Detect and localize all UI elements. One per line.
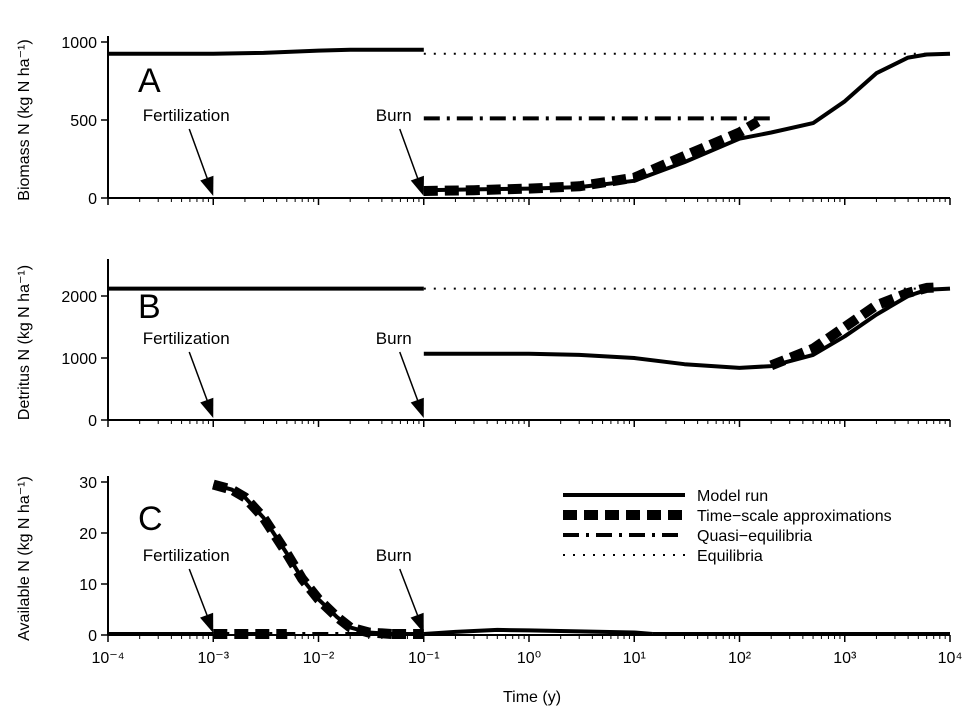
burn-label: Burn	[376, 329, 412, 348]
x-tick-label: 10⁴	[938, 650, 963, 667]
annotation-arrow-shaft	[399, 128, 421, 185]
burn-label: Burn	[376, 546, 412, 565]
x-tick-label: 10⁻³	[197, 650, 229, 667]
legend-label: Quasi−equilibria	[697, 528, 812, 545]
legend-label: Time−scale approximations	[697, 508, 892, 525]
annotation-arrow-shaft	[188, 128, 210, 185]
model-run-line	[423, 51, 951, 193]
annotation-arrow-head	[410, 397, 424, 418]
panel-c-labels: Available N (kg N ha⁻¹) C Fertilization Bur…	[16, 476, 424, 641]
burn-label: Burn	[376, 106, 412, 125]
y-tick-label: 1000	[61, 351, 97, 368]
panel-letter: C	[138, 500, 163, 538]
panel-b-axes: 0 1000 2000	[61, 259, 951, 430]
panel-b-lines	[108, 282, 951, 371]
model-run-line	[423, 286, 951, 370]
y-axis-label: Detritus N (kg N ha⁻¹)	[16, 265, 33, 420]
x-tick-label: 10¹	[623, 650, 646, 667]
legend-label: Model run	[697, 488, 768, 505]
y-axis-label: Available N (kg N ha⁻¹)	[16, 476, 33, 641]
time-scale-approx-line	[211, 479, 393, 639]
panel-letter: B	[138, 288, 161, 326]
y-axis-label: Biomass N (kg N ha⁻¹)	[16, 39, 33, 200]
x-tick-label: 10⁻¹	[408, 650, 440, 667]
fertilization-label: Fertilization	[143, 329, 230, 348]
annotation-arrow-shaft	[399, 351, 421, 407]
y-tick-label: 0	[88, 413, 97, 430]
x-tick-label: 10³	[833, 650, 857, 667]
panel-b: 0 1000 2000 Detritus N (kg N ha⁻¹) B Fertili…	[16, 259, 951, 430]
y-tick-label: 0	[88, 191, 97, 208]
panel-a-lines	[108, 47, 951, 196]
panel-a-labels: Biomass N (kg N ha⁻¹) A Fertilization Burn	[16, 39, 424, 201]
fertilization-label: Fertilization	[143, 546, 230, 565]
y-tick-label: 500	[70, 113, 97, 130]
panel-b-labels: Detritus N (kg N ha⁻¹) B Fertilization Burn	[16, 265, 424, 420]
y-tick-label: 0	[88, 628, 97, 645]
y-tick-label: 2000	[61, 289, 97, 306]
fertilization-label: Fertilization	[143, 106, 230, 125]
annotation-arrow-head	[410, 612, 424, 633]
annotation-arrow-head	[200, 612, 214, 633]
panel-a: 0 500 1000 Biomass N (kg N ha⁻¹) A Fertiliza…	[16, 35, 951, 208]
annotation-arrow-shaft	[399, 568, 421, 622]
panel-letter: A	[138, 62, 161, 100]
y-tick-label: 1000	[61, 35, 97, 52]
x-axis-label: Time (y)	[503, 689, 561, 706]
x-tick-label: 10²	[728, 650, 752, 667]
legend-label: Equilibria	[697, 548, 763, 565]
model-run-line	[423, 627, 653, 636]
y-tick-label: 20	[79, 526, 97, 543]
panel-c-axes: 0 10 20 30 10⁻⁴ 10⁻³ 10⁻² 10⁻¹ 10⁰ 10¹ 10² 10³ 10⁴	[79, 475, 962, 667]
panel-c-lines	[108, 479, 950, 639]
model-run-line	[108, 47, 424, 56]
time-scale-approx-line	[423, 117, 761, 196]
annotation-arrow-head	[200, 175, 214, 196]
legend: Model run Time−scale approximations Quasi−…	[563, 488, 892, 565]
y-tick-label: 30	[79, 475, 97, 492]
annotation-arrow-shaft	[188, 568, 210, 622]
x-tick-label: 10⁰	[517, 650, 541, 667]
x-tick-label: 10⁻⁴	[91, 650, 124, 667]
panel-a-axes: 0 500 1000	[61, 35, 951, 208]
y-tick-label: 10	[79, 577, 97, 594]
time-scale-approx-line	[769, 282, 941, 371]
x-tick-label: 10⁻²	[303, 650, 335, 667]
annotation-arrow-head	[200, 397, 214, 418]
panel-c: 0 10 20 30 10⁻⁴ 10⁻³ 10⁻² 10⁻¹ 10⁰ 10¹ 10² 10³ 10⁴ A…	[16, 475, 962, 667]
annotation-arrow-head	[410, 175, 424, 196]
annotation-arrow-shaft	[188, 351, 210, 407]
